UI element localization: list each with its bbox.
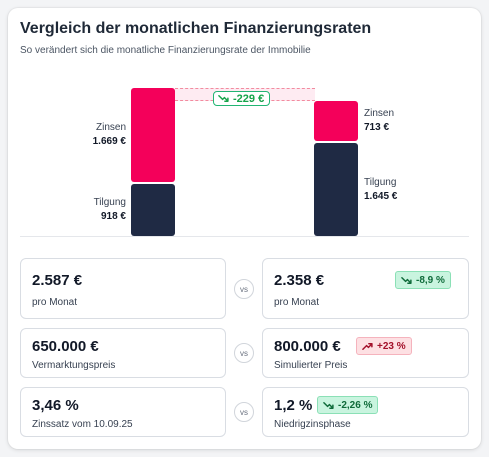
simulated-monthly-rate-label: pro Monat bbox=[274, 297, 320, 308]
current-monthly-rate-box: 2.587 € pro Monat bbox=[20, 258, 226, 319]
bar-right-tilgung bbox=[314, 143, 358, 236]
simulated-price-box: 800.000 € Simulierter Preis +23 % bbox=[262, 328, 469, 378]
marketing-price-label: Vermarktungspreis bbox=[32, 360, 116, 371]
bar-left-tilgung bbox=[131, 184, 175, 236]
page-subtitle: So verändert sich die monatliche Finanzi… bbox=[20, 45, 311, 56]
simulated-price-value: 800.000 € bbox=[274, 338, 341, 355]
trending-up-icon bbox=[362, 341, 373, 352]
bar-right-zinsen bbox=[314, 100, 358, 142]
simulated-interest-rate-box: 1,2 % Niedrigzinsphase -2,26 % bbox=[262, 387, 469, 437]
vs-indicator: vs bbox=[234, 402, 254, 422]
label-left-zinsen: Zinsen 1.669 € bbox=[92, 122, 126, 148]
finance-comparison-card: Vergleich der monatlichen Finanzierungsr… bbox=[8, 8, 481, 449]
bar-left-zinsen bbox=[131, 88, 175, 183]
difference-value: -229 € bbox=[233, 92, 265, 105]
trending-down-icon bbox=[401, 275, 412, 286]
monthly-rate-change-badge: -8,9 % bbox=[395, 271, 451, 289]
vs-indicator: vs bbox=[234, 343, 254, 363]
simulated-price-label: Simulierter Preis bbox=[274, 360, 348, 371]
trending-down-icon bbox=[323, 400, 334, 411]
interest-rate-change-badge: -2,26 % bbox=[317, 396, 379, 414]
current-monthly-rate-value: 2.587 € bbox=[32, 272, 83, 289]
marketing-price-box: 650.000 € Vermarktungspreis bbox=[20, 328, 226, 378]
interest-rate-box: 3,46 % Zinssatz vom 10.09.25 bbox=[20, 387, 226, 437]
simulated-interest-rate-label: Niedrigzinsphase bbox=[274, 419, 351, 430]
label-left-tilgung: Tilgung 918 € bbox=[93, 197, 126, 223]
trending-down-icon bbox=[218, 93, 229, 104]
interest-rate-value: 3,46 % bbox=[32, 397, 79, 414]
price-change-badge: +23 % bbox=[356, 337, 412, 355]
vs-indicator: vs bbox=[234, 279, 254, 299]
simulated-monthly-rate-value: 2.358 € bbox=[274, 272, 325, 289]
marketing-price-value: 650.000 € bbox=[32, 338, 99, 355]
current-monthly-rate-label: pro Monat bbox=[32, 297, 78, 308]
simulated-interest-rate-value: 1,2 % bbox=[274, 397, 313, 414]
divider bbox=[20, 236, 469, 237]
label-right-zinsen: Zinsen 713 € bbox=[364, 108, 395, 134]
difference-badge: -229 € bbox=[213, 91, 271, 106]
interest-rate-label: Zinssatz vom 10.09.25 bbox=[32, 419, 133, 430]
label-right-tilgung: Tilgung 1.645 € bbox=[364, 176, 398, 202]
simulated-monthly-rate-box: 2.358 € pro Monat -8,9 % bbox=[262, 258, 469, 319]
page-title: Vergleich der monatlichen Finanzierungsr… bbox=[20, 20, 372, 37]
